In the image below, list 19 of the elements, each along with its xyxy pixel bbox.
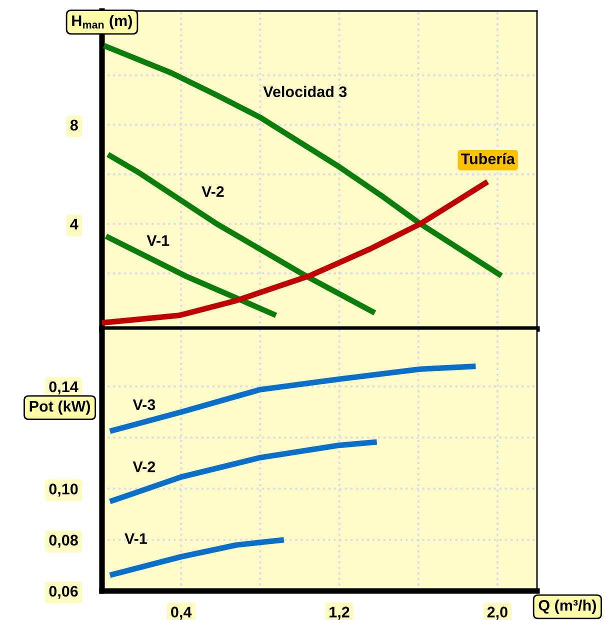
y-axis-title: H$_{man}$ (m) [72, 14, 132, 30]
series-label: V-3 [132, 399, 156, 410]
series-label: V-1 [124, 533, 147, 544]
y-axis-title: Pot (kW) [30, 400, 90, 415]
series-label: V-1 [146, 235, 170, 246]
x-axis-title: Q (m³/h) [538, 600, 596, 614]
y-tick-label: 0,10 [49, 484, 78, 497]
y-tick-label: 0,14 [49, 381, 78, 394]
series-label: Velocidad 3 [263, 86, 347, 98]
x-tick-label: 2,0 [487, 606, 508, 620]
y-tick-label: 0,08 [49, 534, 78, 548]
y-tick-label: 0,06 [49, 586, 78, 599]
y-tick-label: 8 [70, 120, 78, 131]
series-label: V-2 [202, 186, 224, 197]
x-tick-label: 1,2 [330, 606, 350, 620]
x-tick-label: 0,4 [171, 606, 192, 620]
series-label: Tubería [460, 152, 515, 164]
series-label: V-2 [132, 461, 156, 472]
y-tick-label: 4 [70, 218, 78, 230]
